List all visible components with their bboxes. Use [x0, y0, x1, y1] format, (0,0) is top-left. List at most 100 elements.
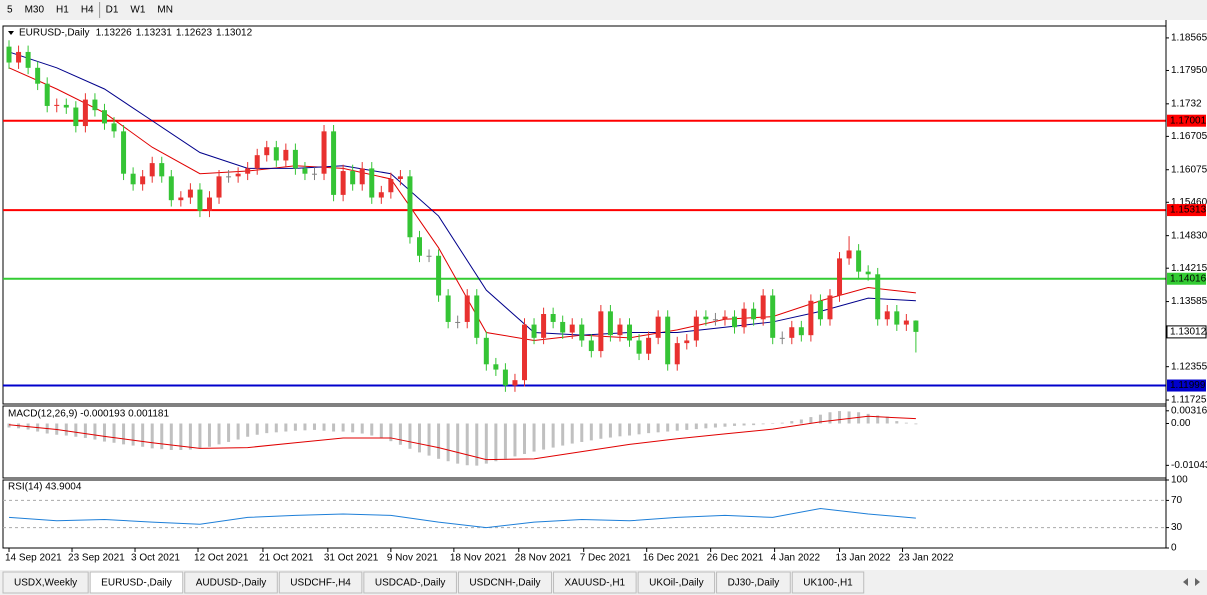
timeframe-button[interactable]: 5: [7, 5, 13, 16]
macd-bar: [360, 423, 364, 434]
macd-bar: [580, 423, 584, 442]
candle-body: [569, 324, 575, 333]
candle-body: [579, 324, 585, 341]
chart-tab-label[interactable]: EURUSD-,Daily: [101, 578, 172, 589]
chart-tab-label[interactable]: AUDUSD-,Daily: [196, 578, 267, 589]
collapse-icon[interactable]: [8, 31, 14, 35]
candle-body: [665, 316, 671, 365]
timeframe-button[interactable]: M30: [25, 5, 45, 16]
ohlc-value: 1.13231: [136, 28, 173, 39]
level-label: 1.17001: [1170, 115, 1207, 126]
macd-bar: [437, 423, 441, 459]
candle-body: [751, 308, 757, 320]
macd-bar: [408, 423, 412, 449]
macd-bar: [799, 419, 803, 424]
candle-body: [159, 163, 165, 177]
candle-body: [197, 189, 203, 211]
chart-tab-label[interactable]: UKOil-,Daily: [649, 578, 703, 589]
chart-tab-label[interactable]: DJ30-,Daily: [728, 578, 780, 589]
timeframe-button[interactable]: D1: [106, 5, 119, 16]
chart-tab[interactable]: [89, 571, 184, 594]
current-price: 1.13012: [1170, 327, 1207, 338]
macd-bar: [255, 423, 259, 435]
candle-body: [703, 316, 709, 320]
chart-tab[interactable]: [363, 571, 457, 594]
chart-tab[interactable]: [637, 571, 716, 594]
macd-bar: [7, 423, 11, 428]
candle-body: [369, 168, 375, 198]
candle-body: [903, 320, 909, 325]
level-label-box: [1167, 379, 1206, 392]
chart-tab-label[interactable]: USDX,Weekly: [14, 578, 77, 589]
macd-bar: [246, 423, 250, 437]
macd-bar: [446, 423, 450, 462]
timeframe-button[interactable]: H4: [81, 5, 94, 16]
macd-bar: [675, 423, 679, 431]
macd-bar: [169, 423, 173, 450]
candle-body: [311, 173, 317, 175]
macd-bar: [217, 423, 221, 445]
candle-body: [149, 163, 155, 177]
chart-tab-label[interactable]: UK100-,H1: [803, 578, 853, 589]
indicator-title: MACD(12,26,9) -0.000193 0.001181: [8, 409, 169, 420]
candle-body: [913, 320, 919, 332]
chart-tab[interactable]: [2, 571, 89, 594]
chart-tab-label[interactable]: USDCAD-,Daily: [375, 578, 446, 589]
tab-scroll-right[interactable]: [1195, 578, 1200, 586]
y-tick-label: 1.13585: [1171, 296, 1207, 307]
y-tick-label: 1.15460: [1171, 197, 1207, 208]
chart-tab[interactable]: [184, 571, 278, 594]
candle-body: [111, 123, 117, 132]
chart-tab-label[interactable]: USDCHF-,H4: [290, 578, 351, 589]
chart-tab-label[interactable]: USDCNH-,Daily: [469, 578, 540, 589]
candle-body: [254, 155, 260, 169]
chart-tab[interactable]: [791, 571, 865, 594]
candle-body: [168, 176, 174, 201]
macd-bar: [828, 412, 832, 424]
macd-bar: [742, 423, 746, 426]
macd-bar: [312, 423, 316, 430]
candle-body: [512, 380, 518, 386]
macd-bar: [160, 423, 164, 450]
timeframe-button[interactable]: H1: [56, 5, 69, 16]
macd-bar: [599, 423, 603, 439]
y-tick-label: 70: [1171, 495, 1183, 506]
candle-body: [388, 179, 394, 193]
candle-body: [178, 197, 184, 201]
chart-tab[interactable]: [716, 571, 791, 594]
candle-body: [875, 274, 881, 320]
macd-bar: [914, 423, 918, 425]
candle-body: [846, 250, 852, 259]
macd-bar: [618, 423, 622, 437]
chart-tab-label[interactable]: XAUUSD-,H1: [565, 578, 626, 589]
macd-bar: [608, 423, 612, 438]
macd-bar: [904, 422, 908, 424]
chart-tab[interactable]: [553, 571, 637, 594]
x-tick-label: 26 Dec 2021: [707, 553, 764, 564]
candle-body: [283, 149, 289, 161]
chart-tab[interactable]: [457, 571, 553, 594]
macd-bar: [389, 423, 393, 442]
x-tick-label: 21 Oct 2021: [259, 553, 314, 564]
candle-body: [25, 51, 31, 68]
macd-bar: [456, 423, 460, 464]
candle-body: [865, 271, 871, 275]
candle-body: [273, 147, 279, 161]
candle-body: [741, 308, 747, 328]
macd-bar: [656, 423, 660, 433]
candle-body: [16, 51, 22, 63]
y-tick-label: 0.00: [1171, 418, 1191, 429]
chart-tab[interactable]: [278, 571, 363, 594]
timeframe-button[interactable]: MN: [157, 5, 173, 16]
candle-body: [206, 197, 212, 211]
macd-bar: [484, 423, 488, 464]
macd-bar: [102, 423, 106, 442]
level-label-box: [1167, 114, 1206, 127]
candle-body: [674, 343, 680, 365]
timeframe-button[interactable]: W1: [130, 5, 145, 16]
macd-bar: [141, 423, 145, 447]
y-tick-label: 1.16075: [1171, 164, 1207, 175]
candle-body: [331, 131, 337, 195]
macd-bar: [227, 423, 231, 442]
tab-scroll-left[interactable]: [1183, 578, 1188, 586]
